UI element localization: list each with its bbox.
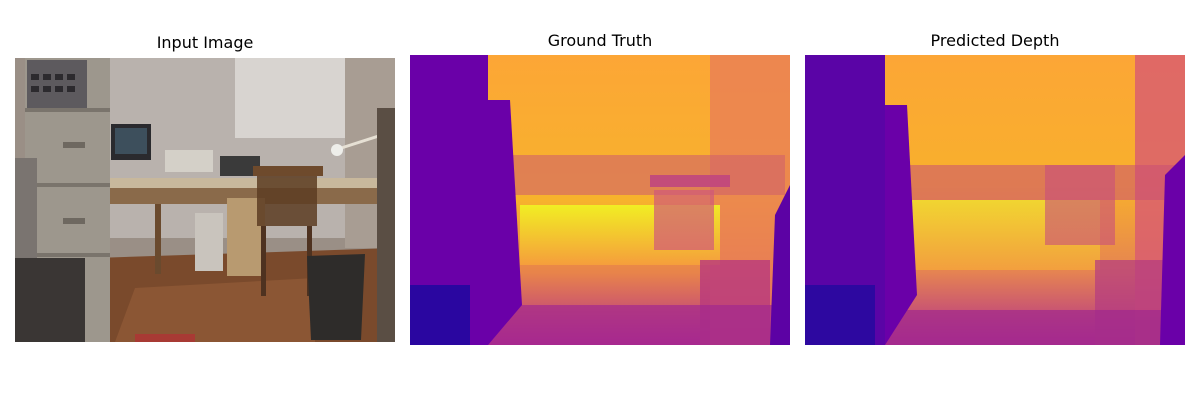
ground-truth-panel: Ground Truth [410, 0, 790, 400]
input-image-panel: Input Image [15, 0, 395, 400]
predicted-depth-title: Predicted Depth [930, 31, 1060, 50]
ground-truth-title: Ground Truth [547, 31, 653, 50]
ground-truth-depth-map [410, 55, 790, 345]
predicted-depth-map [805, 55, 1185, 345]
input-image-title: Input Image [156, 33, 254, 52]
input-image [15, 58, 395, 342]
predicted-depth-panel: Predicted Depth [805, 0, 1185, 400]
